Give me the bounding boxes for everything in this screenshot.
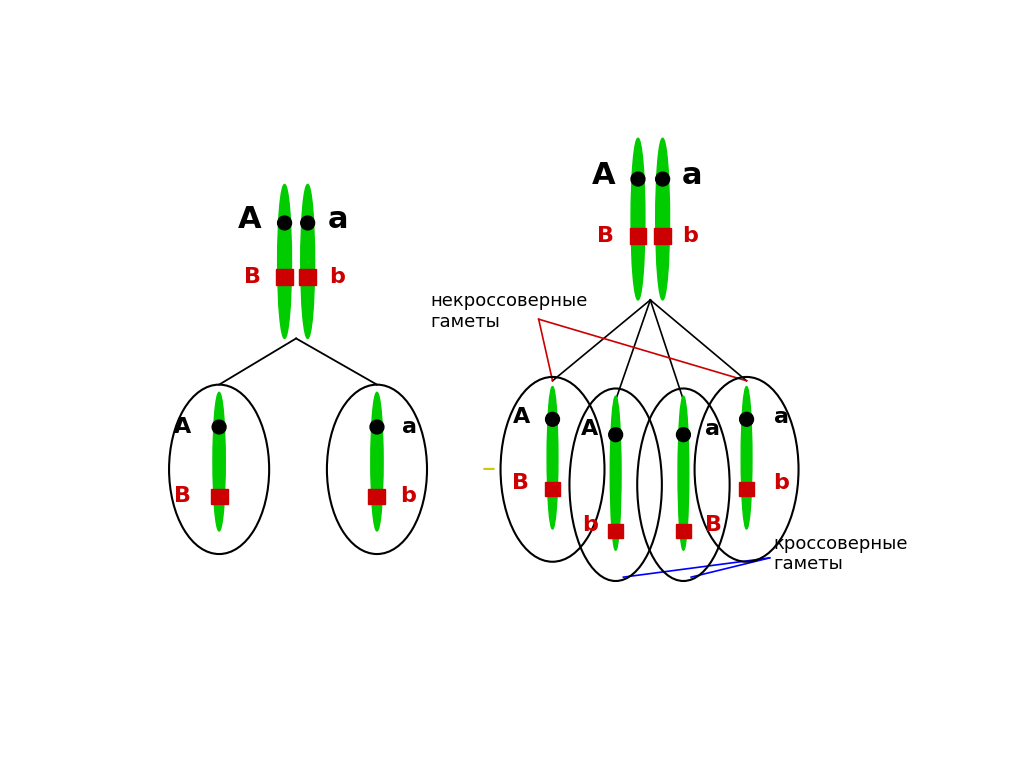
Circle shape bbox=[677, 428, 690, 442]
Bar bbox=[608, 524, 624, 538]
Circle shape bbox=[301, 216, 314, 230]
Circle shape bbox=[608, 428, 623, 442]
Circle shape bbox=[546, 413, 559, 426]
Text: B: B bbox=[512, 472, 529, 492]
Ellipse shape bbox=[371, 393, 383, 531]
Bar bbox=[369, 489, 385, 504]
Text: b: b bbox=[773, 472, 790, 492]
Text: B: B bbox=[705, 515, 722, 535]
Text: A: A bbox=[592, 161, 615, 189]
Circle shape bbox=[212, 420, 226, 434]
Text: b: b bbox=[682, 226, 698, 246]
Ellipse shape bbox=[213, 393, 225, 531]
Circle shape bbox=[631, 172, 645, 186]
Text: a: a bbox=[329, 205, 349, 234]
Ellipse shape bbox=[610, 397, 621, 550]
Text: b: b bbox=[399, 486, 416, 506]
Text: B: B bbox=[597, 226, 614, 246]
Circle shape bbox=[370, 420, 384, 434]
Text: a: a bbox=[773, 407, 788, 427]
Ellipse shape bbox=[631, 138, 645, 300]
Text: A: A bbox=[173, 417, 190, 437]
Text: a: a bbox=[682, 161, 702, 189]
Bar bbox=[545, 482, 560, 495]
Bar bbox=[276, 269, 293, 285]
Ellipse shape bbox=[678, 397, 689, 550]
Text: B: B bbox=[174, 486, 190, 506]
Ellipse shape bbox=[655, 138, 670, 300]
Text: A: A bbox=[512, 407, 529, 427]
Text: кроссоверные
гаметы: кроссоверные гаметы bbox=[773, 535, 908, 574]
Text: b: b bbox=[583, 515, 598, 535]
Text: a: a bbox=[401, 417, 417, 437]
Bar bbox=[211, 489, 227, 504]
Bar bbox=[676, 524, 691, 538]
Circle shape bbox=[278, 216, 292, 230]
Bar bbox=[299, 269, 316, 285]
Text: b: b bbox=[329, 267, 345, 287]
Ellipse shape bbox=[301, 184, 314, 338]
Bar bbox=[654, 229, 671, 244]
Circle shape bbox=[739, 413, 754, 426]
Text: –: – bbox=[481, 456, 496, 483]
Circle shape bbox=[655, 172, 670, 186]
Ellipse shape bbox=[741, 387, 752, 529]
Ellipse shape bbox=[547, 387, 558, 529]
Bar bbox=[739, 482, 755, 495]
Bar bbox=[630, 229, 646, 244]
Text: некроссоверные
гаметы: некроссоверные гаметы bbox=[431, 292, 588, 331]
Text: A: A bbox=[239, 205, 262, 234]
Text: A: A bbox=[581, 419, 598, 439]
Text: B: B bbox=[244, 267, 261, 287]
Text: a: a bbox=[705, 419, 720, 439]
Ellipse shape bbox=[278, 184, 292, 338]
